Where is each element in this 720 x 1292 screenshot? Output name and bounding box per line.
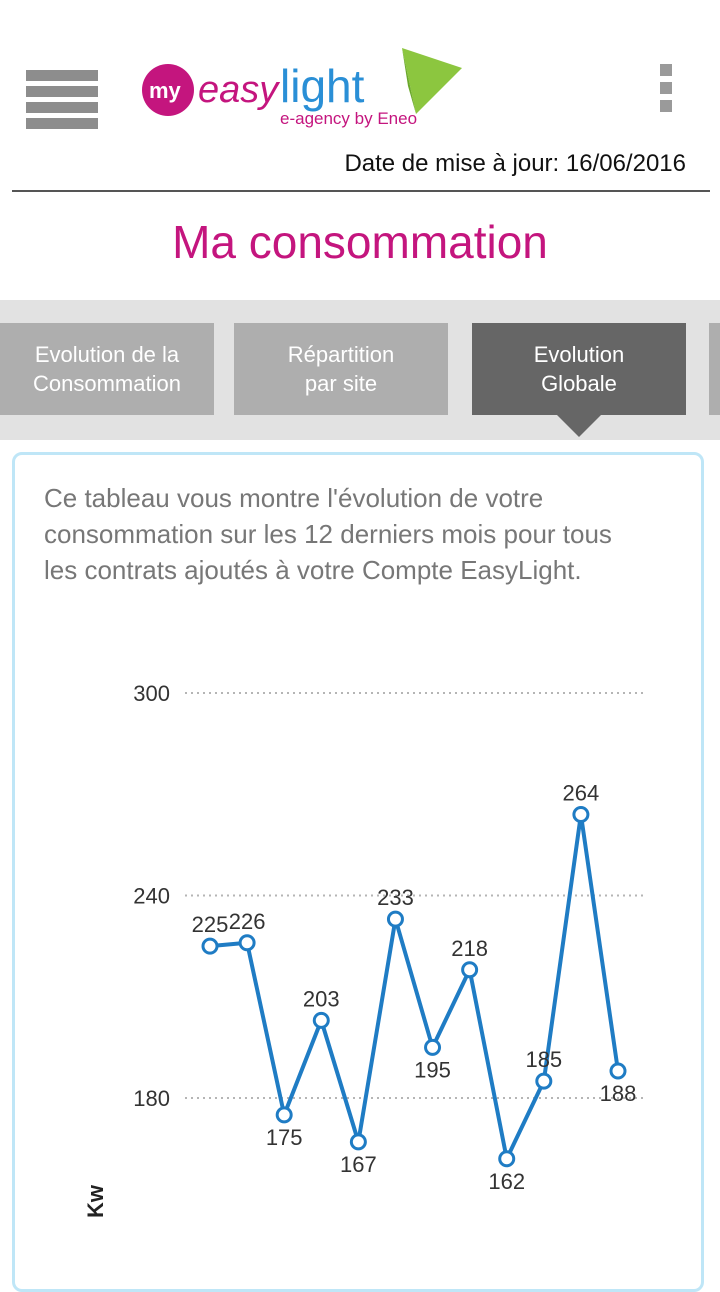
svg-text:my: my xyxy=(149,78,182,103)
tab-repartition-par-site[interactable]: Répartition par site xyxy=(234,323,448,415)
data-point-3 xyxy=(275,1106,293,1124)
y-tick-label-180: 180 xyxy=(133,1086,170,1111)
data-label-3: 175 xyxy=(266,1125,303,1150)
series-line xyxy=(209,812,620,1161)
hamburger-icon[interactable] xyxy=(26,70,98,132)
tab-evolution-globale[interactable]: Evolution Globale xyxy=(472,323,686,415)
data-point-4 xyxy=(312,1011,330,1029)
data-point-6 xyxy=(386,910,404,928)
page-title: Ma consommation xyxy=(172,216,548,268)
data-label-11: 264 xyxy=(563,781,600,806)
y-tick-label-300: 300 xyxy=(133,681,170,706)
app-header: my easy light e-agency by Eneo Date de m… xyxy=(0,0,720,195)
data-point-11 xyxy=(572,806,590,823)
data-point-9 xyxy=(498,1150,516,1168)
data-point-12 xyxy=(609,1062,627,1080)
more-options-icon[interactable] xyxy=(656,64,676,116)
data-label-4: 203 xyxy=(303,986,340,1011)
data-point-1 xyxy=(201,937,219,955)
data-label-1: 225 xyxy=(192,912,229,937)
data-label-8: 218 xyxy=(451,936,488,961)
data-point-5 xyxy=(349,1133,367,1151)
data-label-10: 185 xyxy=(525,1047,562,1072)
active-tab-indicator xyxy=(557,415,601,437)
data-point-2 xyxy=(238,934,256,952)
svg-text:e-agency by Eneo: e-agency by Eneo xyxy=(280,109,417,128)
svg-text:light: light xyxy=(280,60,365,112)
data-label-5: 167 xyxy=(340,1152,377,1177)
header-divider xyxy=(12,190,710,192)
tab-evolution-consommation[interactable]: Evolution de la Consommation xyxy=(0,323,214,415)
data-label-6: 233 xyxy=(377,885,414,910)
data-point-10 xyxy=(535,1072,553,1090)
tab-next-partial[interactable] xyxy=(709,323,720,415)
data-point-8 xyxy=(461,961,479,979)
card-description: Ce tableau vous montre l'évolution de vo… xyxy=(44,483,612,585)
data-label-12: 188 xyxy=(600,1081,637,1106)
svg-text:easy: easy xyxy=(198,69,280,111)
data-label-7: 195 xyxy=(414,1057,451,1082)
data-point-7 xyxy=(424,1038,442,1056)
update-date: Date de mise à jour: 16/06/2016 xyxy=(344,150,686,177)
tab-bar: Evolution de la Consommation Répartition… xyxy=(0,300,720,440)
data-label-2: 226 xyxy=(229,909,266,934)
y-tick-label-240: 240 xyxy=(133,884,170,909)
easylight-logo: my easy light e-agency by Eneo xyxy=(142,48,462,128)
y-axis-label: Kw xyxy=(83,1184,108,1218)
data-label-9: 162 xyxy=(488,1169,525,1194)
